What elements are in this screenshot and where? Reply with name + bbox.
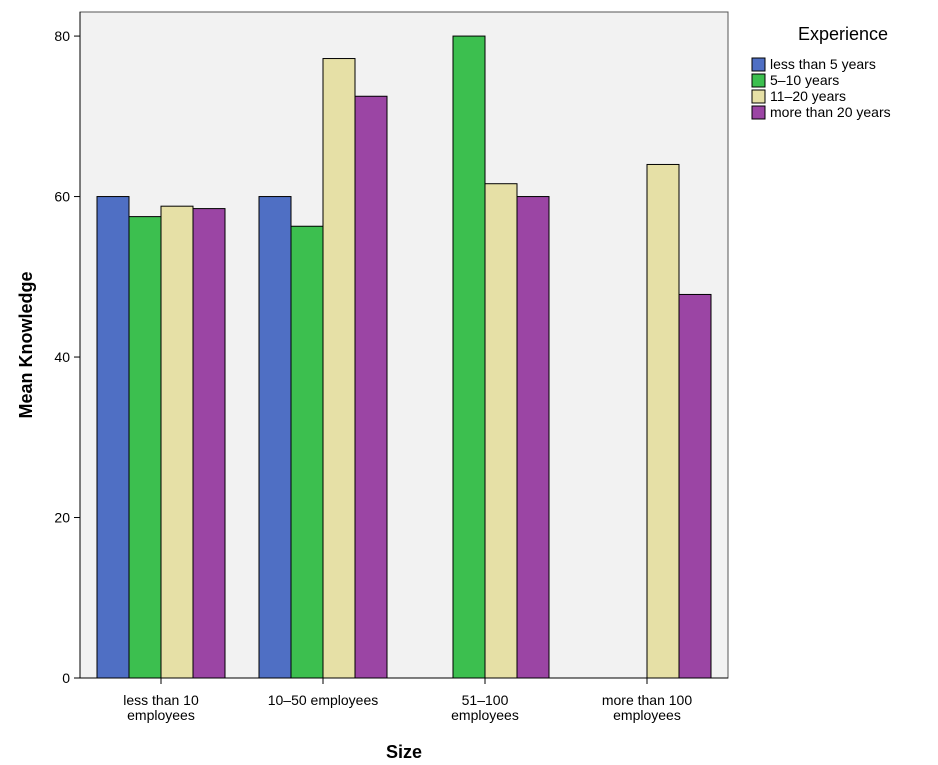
legend-label: more than 20 years [770,104,891,120]
bar [354,95,388,679]
x-tick-label: more than 100 employees [602,692,692,723]
bar [192,208,226,679]
x-axis-labels: less than 10 employees 10–50 employees 51–1… [80,677,728,723]
y-tick-label: 60 [54,189,70,205]
bar [258,196,292,679]
x-axis-title: Size [386,742,422,762]
y-tick-label: 20 [54,510,70,526]
legend-label: less than 5 years [770,56,876,72]
legend-swatch [751,73,766,88]
bar [128,216,162,679]
legend-title: Experience [798,24,888,44]
bar [96,196,130,679]
y-axis-ticks: 0 20 40 60 80 [54,28,80,686]
x-tick-label: less than 10 employees [123,692,199,723]
bars-group [96,35,712,679]
bar [678,293,712,679]
y-tick-label: 80 [54,28,70,44]
bar [160,205,194,679]
bar [322,58,356,679]
bar [646,163,680,679]
x-tick-label: 51–100 employees [451,692,519,723]
legend-swatch [751,105,766,120]
y-axis-title: Mean Knowledge [16,271,36,418]
y-tick-label: 40 [54,349,70,365]
legend-label: 11–20 years [770,88,846,104]
bar [516,196,550,679]
bar [484,183,518,679]
legend-label: 5–10 years [770,72,839,88]
bar [290,225,324,679]
bar [452,35,486,679]
y-tick-label: 0 [62,670,70,686]
legend-swatch [751,89,766,104]
legend-swatch [751,57,766,72]
x-tick-label: 10–50 employees [268,692,379,708]
